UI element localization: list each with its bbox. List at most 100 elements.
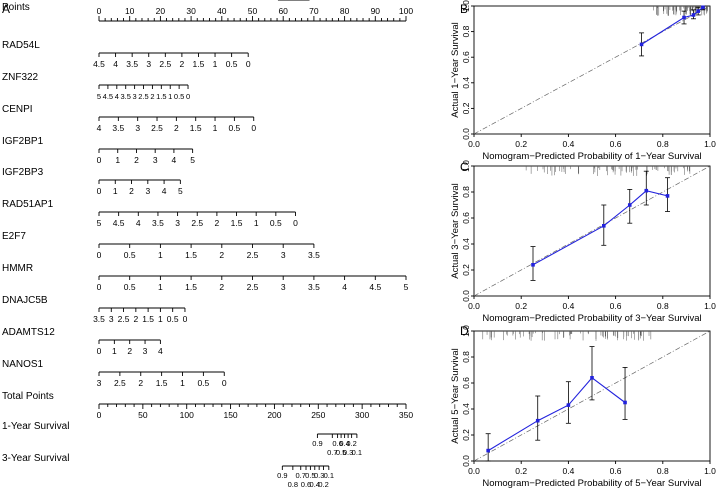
tick-label: 1.5 xyxy=(185,282,197,292)
tick-label: 3.5 xyxy=(308,250,320,260)
tick-label: 4 xyxy=(172,155,177,165)
tick-label: 0.1 xyxy=(352,448,362,457)
x-tick-label: 0.0 xyxy=(468,139,480,149)
tick-label: 4.5 xyxy=(103,92,113,101)
x-tick-label: 0.8 xyxy=(657,139,669,149)
tick-label: 4 xyxy=(136,218,141,228)
error-bar xyxy=(643,170,649,206)
data-point xyxy=(639,42,644,47)
tick-label: 0.5 xyxy=(226,59,238,69)
y-tick-label: 0.4 xyxy=(461,403,471,415)
tick-label: 0 xyxy=(97,282,102,292)
plot-frame xyxy=(473,330,711,462)
tick-label: 0.5 xyxy=(228,123,240,133)
tick-label: 0 xyxy=(251,123,256,133)
tick-label: 3.5 xyxy=(93,314,105,324)
tick-label: 3 xyxy=(97,378,102,388)
tick-label: 100 xyxy=(399,6,413,16)
tick-label: 0.5 xyxy=(174,92,184,101)
tick-label: 1 xyxy=(112,346,117,356)
tick-label: 300 xyxy=(355,410,369,420)
tick-label: 2 xyxy=(129,186,134,196)
calibration-plot-1-year: 0.0 0.2 0.4 0.6 0.8 1.00.00.20.40.60.81.0Nomo… xyxy=(450,0,716,162)
tick-label: 1 xyxy=(158,250,163,260)
y-tick-label: 0.2 xyxy=(461,102,471,114)
tick-label: 3 xyxy=(146,59,151,69)
row-label: IGF2BP3 xyxy=(2,167,44,178)
x-tick-label: 0.8 xyxy=(657,466,669,476)
row-label: 3-Year Survival xyxy=(2,453,69,464)
tick-label: 1 xyxy=(113,186,118,196)
y-tick-label: 0.6 xyxy=(461,377,471,389)
tick-label: 1.5 xyxy=(185,250,197,260)
tick-label: 80 xyxy=(340,6,350,16)
tick-label: 100 xyxy=(180,410,194,420)
tick-label: 2 xyxy=(133,314,138,324)
tick-label: 3 xyxy=(175,218,180,228)
tick-label: 2 xyxy=(219,282,224,292)
row-label: CENPI xyxy=(2,104,33,115)
tick-label: 1 xyxy=(180,378,185,388)
tick-label: 0 xyxy=(293,218,298,228)
tick-label: 0 xyxy=(97,6,102,16)
x-tick-label: 0.2 xyxy=(515,139,527,149)
tick-label: 10 xyxy=(125,6,135,16)
tick-label: 3.5 xyxy=(112,123,124,133)
tick-label: 50 xyxy=(138,410,148,420)
y-tick-label: 1.0 xyxy=(461,0,471,12)
tick-label: 0.2 xyxy=(318,480,328,489)
error-bar xyxy=(589,346,595,401)
tick-label: 0.6 xyxy=(301,480,311,489)
tick-label: 2 xyxy=(150,92,154,101)
x-tick-label: 0.2 xyxy=(515,466,527,476)
tick-label: 3.5 xyxy=(120,92,130,101)
tick-label: 1 xyxy=(168,92,172,101)
nomogram-row: HMMR 0 0.5 1 1.5 2 2.5 3 3.5 4 4.5 5 xyxy=(2,263,409,292)
reference-line xyxy=(473,5,711,135)
rug-marks xyxy=(525,166,691,176)
tick-label: 350 xyxy=(399,410,413,420)
panel-label-a: A xyxy=(2,2,10,16)
tick-label: 2 xyxy=(215,218,220,228)
nomogram-row: E2F7 0 0.5 1 1.5 2 2.5 3 3.5 xyxy=(2,231,320,260)
tick-label: 1 xyxy=(115,155,120,165)
error-bar xyxy=(622,366,628,420)
tick-label: 0.5 xyxy=(124,282,136,292)
tick-label: 4 xyxy=(342,282,347,292)
tick-label: 0.5 xyxy=(270,218,282,228)
tick-label: 0 xyxy=(186,92,190,101)
data-point xyxy=(627,203,632,207)
tick-label: 0.9 xyxy=(277,471,287,480)
tick-label: 0.9 xyxy=(312,439,322,448)
tick-label: 20 xyxy=(156,6,166,16)
error-bar xyxy=(485,433,491,462)
tick-label: 200 xyxy=(267,410,281,420)
tick-label: 0 xyxy=(183,314,188,324)
row-label: RAD51AP1 xyxy=(2,199,54,210)
tick-label: 4 xyxy=(162,186,167,196)
tick-label: 3.5 xyxy=(152,218,164,228)
row-label: ADAMTS12 xyxy=(2,327,55,338)
tick-label: 1.5 xyxy=(193,59,205,69)
x-tick-label: 0.0 xyxy=(468,301,480,311)
tick-label: 0.8 xyxy=(288,480,298,489)
tick-label: 0.2 xyxy=(300,0,310,2)
nomogram-row: RAD54L 4.5 4 3.5 3 2.5 2 1.5 1 0.5 0 xyxy=(2,40,251,69)
panel-label-b: B xyxy=(460,2,468,16)
tick-label: 1.5 xyxy=(142,314,154,324)
tick-label: 3.5 xyxy=(308,282,320,292)
plot-frame xyxy=(473,165,711,297)
tick-label: 0.5 xyxy=(124,250,136,260)
nomogram-row: ZNF322 5 4.5 4 3.5 3 2.5 2 1.5 1 0.5 0 xyxy=(2,72,190,101)
y-axis-title: Actual 1−Year Survival xyxy=(450,22,461,118)
tick-label: 5 xyxy=(97,92,101,101)
x-tick-label: 0.8 xyxy=(657,301,669,311)
tick-label: 0.7 xyxy=(327,448,337,457)
nomogram-row: Total Points 0 50 100 150 200 250 300 350 xyxy=(2,391,413,420)
y-tick-label: 0.8 xyxy=(461,351,471,363)
y-tick-label: 0.2 xyxy=(461,264,471,276)
tick-label: 5 xyxy=(178,186,183,196)
tick-label: 4.5 xyxy=(93,59,105,69)
tick-label: 2.5 xyxy=(159,59,171,69)
